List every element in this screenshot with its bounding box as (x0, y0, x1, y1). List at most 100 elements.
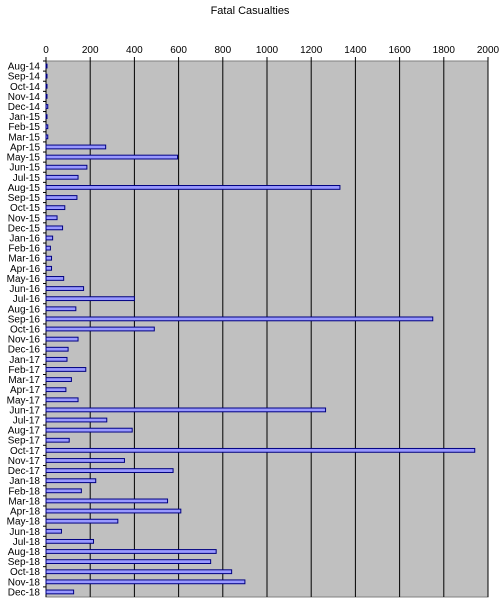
y-tick-label: Sep-18 (8, 557, 41, 568)
bar (45, 579, 246, 585)
bar (45, 185, 341, 190)
bar (45, 589, 75, 595)
bar (45, 225, 64, 231)
y-tick-label: Nov-17 (8, 456, 41, 467)
y-tick-label: Aug-15 (8, 183, 41, 194)
x-tick-label: 1400 (344, 45, 367, 56)
y-tick-label: Nov-15 (8, 213, 41, 224)
y-tick-label: May-17 (7, 395, 41, 406)
bar (45, 458, 125, 463)
y-tick-label: Dec-17 (8, 466, 41, 477)
bar (45, 478, 97, 484)
bar (45, 387, 67, 393)
bar (45, 528, 62, 534)
y-tick-label: Jul-18 (13, 537, 41, 548)
y-tick-label: Sep-14 (8, 72, 41, 83)
y-tick-label: Mar-16 (8, 254, 40, 265)
bar (45, 124, 49, 130)
bar (45, 447, 476, 453)
y-tick-label: Jun-15 (9, 163, 40, 174)
y-tick-label: Jun-17 (9, 405, 40, 416)
y-tick-label: Mar-18 (8, 496, 40, 507)
x-tick-label: 1600 (388, 45, 411, 56)
bar (45, 195, 78, 200)
bar (45, 104, 49, 109)
bar (45, 63, 48, 69)
y-tick-label: Oct-18 (10, 567, 40, 578)
bar (45, 498, 169, 504)
chart-title: Fatal Casualties (210, 5, 290, 17)
y-tick-label: Jul-15 (13, 173, 41, 184)
y-tick-label: Sep-15 (8, 193, 41, 204)
bar (45, 417, 108, 423)
y-tick-label: Jan-16 (9, 233, 40, 244)
y-tick-label: Oct-14 (10, 82, 40, 93)
bar (45, 356, 68, 362)
bar (45, 255, 53, 261)
bar (45, 134, 49, 140)
bar (45, 316, 434, 322)
bar (45, 265, 53, 271)
x-tick-label: 400 (126, 45, 143, 56)
y-tick-label: Feb-17 (8, 365, 40, 376)
y-tick-label: Aug-16 (8, 304, 41, 315)
y-tick-label: Oct-15 (10, 203, 40, 214)
bar (45, 407, 327, 413)
y-tick-label: Jun-16 (9, 284, 40, 295)
y-tick-label: Jun-18 (9, 527, 40, 538)
y-tick-label: Nov-14 (8, 92, 41, 103)
y-tick-label: Mar-15 (8, 132, 40, 143)
x-tick-label: 600 (170, 45, 187, 56)
bar (45, 215, 58, 221)
y-tick-label: Sep-16 (8, 314, 41, 325)
bar (45, 346, 69, 352)
y-tick-label: Apr-16 (10, 264, 40, 275)
y-tick-label: Aug-17 (8, 426, 41, 437)
y-tick-label: Aug-18 (8, 547, 41, 558)
y-tick-label: Dec-18 (8, 587, 41, 598)
y-tick-label: Nov-16 (8, 335, 41, 346)
x-tick-label: 2000 (477, 45, 500, 56)
y-tick-label: Feb-16 (8, 244, 40, 255)
y-tick-label: Dec-16 (8, 345, 41, 356)
bar (45, 205, 66, 211)
y-tick-label: Apr-18 (10, 507, 40, 518)
bar (45, 367, 87, 372)
y-tick-label: Feb-18 (8, 486, 40, 497)
bar (45, 144, 107, 150)
bar (45, 235, 54, 241)
y-tick-label: Apr-15 (10, 142, 40, 153)
bar (45, 518, 119, 524)
bar (45, 83, 48, 89)
y-tick-label: Apr-17 (10, 385, 40, 396)
bar (45, 296, 135, 302)
y-tick-label: Jan-15 (9, 112, 40, 123)
x-tick-label: 1200 (300, 45, 323, 56)
y-tick-label: May-16 (7, 274, 41, 285)
y-tick-label: Dec-14 (8, 102, 41, 113)
bar (45, 437, 70, 443)
bar (45, 245, 51, 251)
x-tick-label: 200 (82, 45, 99, 56)
y-tick-label: Aug-14 (8, 62, 41, 73)
y-tick-label: Jan-18 (9, 476, 40, 487)
bar (45, 73, 48, 79)
x-tick-label: 800 (214, 45, 231, 56)
y-tick-label: Sep-17 (8, 436, 41, 447)
y-tick-label: Nov-18 (8, 577, 41, 588)
x-tick-label: 1800 (433, 45, 456, 56)
bar (45, 276, 65, 281)
y-tick-label: Oct-17 (10, 446, 40, 457)
bar (45, 114, 48, 120)
bar (45, 468, 174, 473)
bar (45, 377, 72, 382)
bar (45, 427, 133, 433)
bar (45, 306, 77, 312)
bar (45, 508, 182, 514)
bar (45, 336, 79, 342)
y-tick-label: Feb-15 (8, 122, 40, 133)
y-tick-label: Dec-15 (8, 223, 41, 234)
bar (45, 569, 233, 575)
